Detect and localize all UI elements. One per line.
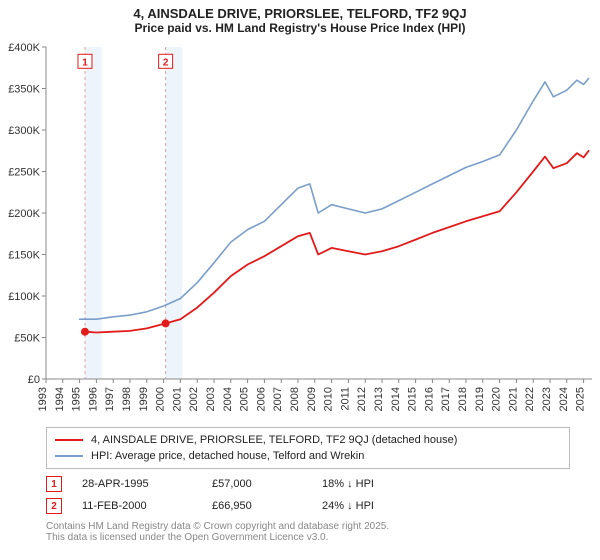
svg-text:1994: 1994 bbox=[54, 387, 66, 411]
sale-date: 11-FEB-2000 bbox=[82, 500, 192, 512]
sales-row: 2 11-FEB-2000 £66,950 24% ↓ HPI bbox=[46, 495, 570, 517]
svg-text:£0: £0 bbox=[28, 374, 40, 386]
sale-price: £66,950 bbox=[212, 500, 302, 512]
svg-text:£300K: £300K bbox=[8, 125, 40, 137]
svg-text:2021: 2021 bbox=[507, 387, 519, 411]
svg-text:£350K: £350K bbox=[8, 84, 40, 96]
legend-item: 4, AINSDALE DRIVE, PRIORSLEE, TELFORD, T… bbox=[55, 432, 561, 448]
svg-text:2018: 2018 bbox=[457, 387, 469, 411]
svg-text:2012: 2012 bbox=[356, 387, 368, 411]
legend-swatch bbox=[55, 455, 83, 457]
page-subtitle: Price paid vs. HM Land Registry's House … bbox=[0, 21, 600, 41]
svg-text:1998: 1998 bbox=[121, 387, 133, 411]
svg-text:£400K: £400K bbox=[8, 42, 40, 54]
svg-text:2020: 2020 bbox=[491, 387, 503, 411]
svg-text:£50K: £50K bbox=[14, 333, 40, 345]
svg-text:2006: 2006 bbox=[255, 387, 267, 411]
chart: £0 £50K £100K £150K £200K £250K £300K £350K £400… bbox=[0, 41, 594, 421]
svg-text:2008: 2008 bbox=[289, 387, 301, 411]
sale-marker-badge: 2 bbox=[46, 498, 62, 514]
sale-marker-dot bbox=[81, 328, 89, 336]
svg-text:1999: 1999 bbox=[138, 387, 150, 411]
legend: 4, AINSDALE DRIVE, PRIORSLEE, TELFORD, T… bbox=[46, 427, 570, 469]
page-title: 4, AINSDALE DRIVE, PRIORSLEE, TELFORD, T… bbox=[0, 0, 600, 21]
svg-text:£250K: £250K bbox=[8, 167, 40, 179]
sales-row: 1 28-APR-1995 £57,000 18% ↓ HPI bbox=[46, 473, 570, 495]
legend-item: HPI: Average price, detached house, Telf… bbox=[55, 448, 561, 464]
credits-line1: Contains HM Land Registry data © Crown c… bbox=[46, 521, 570, 532]
svg-text:1997: 1997 bbox=[104, 387, 116, 411]
svg-text:2014: 2014 bbox=[390, 387, 402, 411]
sale-marker-badge: 1 bbox=[46, 476, 62, 492]
legend-label: HPI: Average price, detached house, Telf… bbox=[91, 450, 364, 462]
svg-text:£200K: £200K bbox=[8, 208, 40, 220]
svg-text:2024: 2024 bbox=[558, 387, 570, 411]
sale-marker-dot bbox=[162, 319, 170, 327]
sales-table: 1 28-APR-1995 £57,000 18% ↓ HPI 2 11-FEB-2000… bbox=[46, 473, 570, 517]
svg-text:2016: 2016 bbox=[423, 387, 435, 411]
sale-date: 28-APR-1995 bbox=[82, 478, 192, 490]
svg-text:2: 2 bbox=[163, 57, 169, 68]
svg-text:2002: 2002 bbox=[188, 387, 200, 411]
svg-text:1993: 1993 bbox=[37, 387, 49, 411]
svg-text:2013: 2013 bbox=[373, 387, 385, 411]
credits-line2: This data is licensed under the Open Gov… bbox=[46, 532, 570, 543]
svg-text:2015: 2015 bbox=[407, 387, 419, 411]
sale-delta: 24% ↓ HPI bbox=[322, 500, 374, 512]
svg-text:2017: 2017 bbox=[440, 387, 452, 411]
svg-text:2011: 2011 bbox=[339, 387, 351, 411]
svg-text:2010: 2010 bbox=[323, 387, 335, 411]
svg-text:2022: 2022 bbox=[524, 387, 536, 411]
sale-price: £57,000 bbox=[212, 478, 302, 490]
svg-text:2004: 2004 bbox=[222, 387, 234, 411]
svg-text:2007: 2007 bbox=[272, 387, 284, 411]
svg-text:2025: 2025 bbox=[575, 387, 587, 411]
svg-text:2000: 2000 bbox=[155, 387, 167, 411]
svg-text:2003: 2003 bbox=[205, 387, 217, 411]
svg-text:1: 1 bbox=[82, 57, 88, 68]
svg-text:£150K: £150K bbox=[8, 250, 40, 262]
sale-delta: 18% ↓ HPI bbox=[322, 478, 374, 490]
svg-text:2009: 2009 bbox=[306, 387, 318, 411]
credits: Contains HM Land Registry data © Crown c… bbox=[46, 521, 570, 543]
legend-swatch bbox=[55, 439, 83, 441]
svg-text:2005: 2005 bbox=[239, 387, 251, 411]
svg-text:2023: 2023 bbox=[541, 387, 553, 411]
svg-text:£100K: £100K bbox=[8, 291, 40, 303]
svg-text:2019: 2019 bbox=[474, 387, 486, 411]
svg-text:1996: 1996 bbox=[87, 387, 99, 411]
svg-text:2001: 2001 bbox=[171, 387, 183, 411]
legend-label: 4, AINSDALE DRIVE, PRIORSLEE, TELFORD, T… bbox=[91, 434, 457, 446]
svg-text:1995: 1995 bbox=[71, 387, 83, 411]
